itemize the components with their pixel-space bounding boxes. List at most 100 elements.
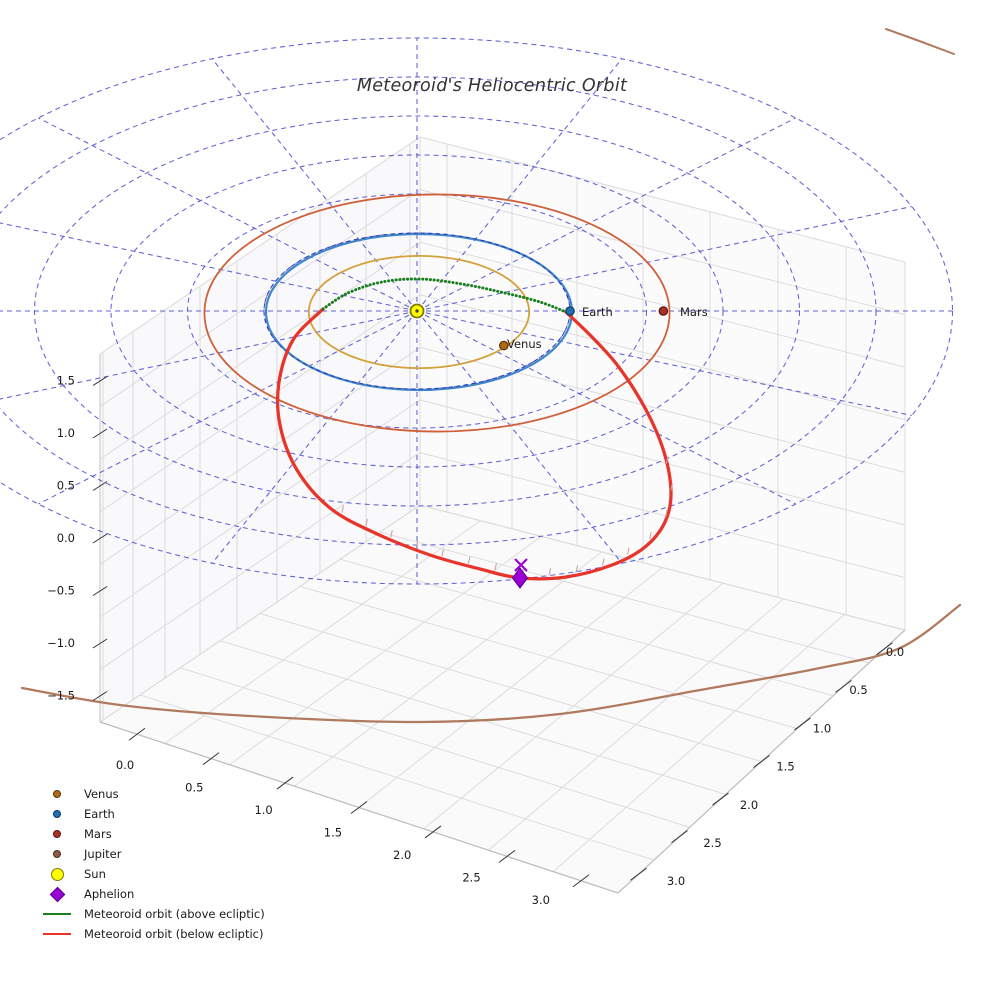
body-markers — [409, 303, 669, 589]
mars-marker — [658, 306, 669, 316]
y-tick-label: 2.0 — [740, 798, 758, 812]
ecliptic-ray — [416, 310, 912, 416]
meteoroid-time-tick — [441, 549, 445, 557]
box-edge — [99, 136, 421, 355]
z-tick — [92, 586, 108, 596]
y-tick — [753, 755, 770, 768]
meteoroid-time-tick — [670, 483, 673, 491]
y-tick-label: 0.0 — [886, 645, 904, 659]
x-tick-label: 2.5 — [462, 871, 480, 885]
meteoroid-time-tick — [548, 568, 552, 576]
meteoroid-time-tick — [365, 518, 368, 527]
legend-label: Meteoroid orbit (below ecliptic) — [84, 927, 264, 941]
floor-pane — [100, 505, 905, 893]
y-tick — [671, 830, 688, 844]
floor-gridline — [488, 598, 785, 851]
meteoroid-orbit-above — [321, 277, 568, 314]
legend-dot-icon — [53, 830, 61, 838]
body-labels: Earth Mars Venus 0.0 0.0 1.5 0.5 0.5 1.0 1.0 1.0 0.… — [47, 305, 904, 907]
meteoroid-time-tick — [415, 540, 419, 548]
legend-item-venus: Venus — [42, 784, 265, 804]
legend-marker-cell — [42, 886, 72, 902]
x-tick-label: 1.5 — [324, 826, 342, 840]
pane-backgrounds — [100, 137, 905, 893]
earth-label: Earth — [582, 305, 613, 319]
wall-gridline-z — [99, 346, 421, 565]
y-tick — [794, 717, 811, 731]
z-tick-label: 1.0 — [57, 426, 75, 440]
z-tick-label: 0.0 — [57, 531, 75, 545]
z-tick-label: −1.5 — [47, 689, 75, 703]
meteoroid-time-tick — [665, 510, 668, 518]
x-tick — [424, 825, 442, 839]
mars-orbit — [203, 193, 671, 433]
jupiter-orbit-far-arc — [885, 28, 955, 55]
legend-dot-icon — [53, 810, 61, 818]
sun-center-dot — [415, 309, 419, 313]
meteoroid-time-tick — [626, 547, 630, 555]
wall-gridline-z — [419, 346, 906, 473]
meteoroid-orbit — [275, 277, 673, 581]
wall-gridline-z — [419, 189, 906, 316]
venus-orbit — [307, 254, 531, 370]
ecliptic-ray — [211, 58, 418, 312]
legend-item-jupiter: Jupiter — [42, 844, 265, 864]
meteoroid-time-tick — [390, 530, 393, 538]
jupiter-orbit-near-arc — [20, 603, 962, 724]
legend-label: Mars — [84, 827, 112, 841]
legend-item-aphelion: Aphelion — [42, 884, 265, 904]
ecliptic-ray — [416, 58, 623, 312]
x-tick — [128, 727, 146, 741]
meteoroid-time-tick — [341, 505, 345, 513]
legend-circle-lg-icon — [50, 867, 64, 881]
meteoroid-time-tick — [467, 556, 471, 564]
legend-dot-icon — [53, 850, 61, 858]
z-tick-label: 1.5 — [57, 374, 75, 388]
x-tick — [572, 874, 590, 888]
wall-gridline-z — [419, 399, 906, 526]
ecliptic-ray — [416, 310, 623, 564]
mars-label: Mars — [680, 305, 708, 319]
z-tick — [92, 691, 108, 701]
wall-gridline-z — [99, 241, 421, 460]
legend-label: Jupiter — [84, 847, 122, 861]
wall-gridline-z — [99, 189, 421, 408]
floor-gridline — [339, 558, 834, 697]
left-pane — [100, 137, 420, 722]
meteoroid-time-tick — [575, 565, 579, 573]
z-tick-label: −0.5 — [47, 584, 75, 598]
meteoroid-orbit-below — [275, 307, 673, 581]
x-tick — [498, 849, 516, 863]
legend-dot-icon — [53, 790, 61, 798]
venus-marker — [499, 340, 509, 351]
legend-label: Earth — [84, 807, 115, 821]
legend-marker-cell — [42, 830, 72, 838]
ecliptic-ray — [211, 310, 418, 564]
x-tick-label: 2.0 — [393, 848, 411, 862]
meteoroid-time-tick — [665, 456, 669, 464]
meteoroid-time-tick — [649, 532, 652, 540]
floor-gridline — [379, 531, 870, 664]
legend-marker-cell — [42, 913, 72, 915]
wall-gridline-z — [419, 294, 906, 421]
floor-gridline — [419, 504, 906, 631]
legend-item-meteoroid-orbit-above-ecliptic: Meteoroid orbit (above ecliptic) — [42, 904, 265, 924]
meteoroid-time-tick — [602, 558, 605, 566]
z-tick — [92, 428, 108, 439]
plot-title: Meteoroid's Heliocentric Orbit — [356, 76, 628, 96]
legend-marker-cell — [42, 933, 72, 935]
wall-gridline-z — [99, 399, 421, 618]
legend-label: Meteoroid orbit (above ecliptic) — [84, 907, 265, 921]
y-tick — [712, 792, 729, 806]
earth-marker — [565, 306, 575, 316]
legend-diamond-icon — [49, 886, 65, 902]
wall-gridline-z — [419, 241, 906, 368]
right-pane — [420, 137, 905, 630]
planet-orbits — [20, 28, 962, 724]
box-edge — [419, 136, 906, 263]
z-tick-label: −1.0 — [47, 636, 75, 650]
wall-gridline-z — [99, 294, 421, 513]
legend-item-meteoroid-orbit-below-ecliptic: Meteoroid orbit (below ecliptic) — [42, 924, 265, 944]
